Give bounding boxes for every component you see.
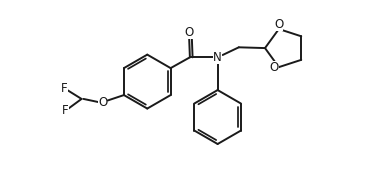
Text: O: O xyxy=(185,26,194,39)
Text: O: O xyxy=(274,17,283,30)
Text: O: O xyxy=(98,95,107,108)
Text: O: O xyxy=(270,61,279,74)
Text: F: F xyxy=(62,104,68,117)
Text: N: N xyxy=(213,51,222,64)
Text: F: F xyxy=(61,82,67,95)
